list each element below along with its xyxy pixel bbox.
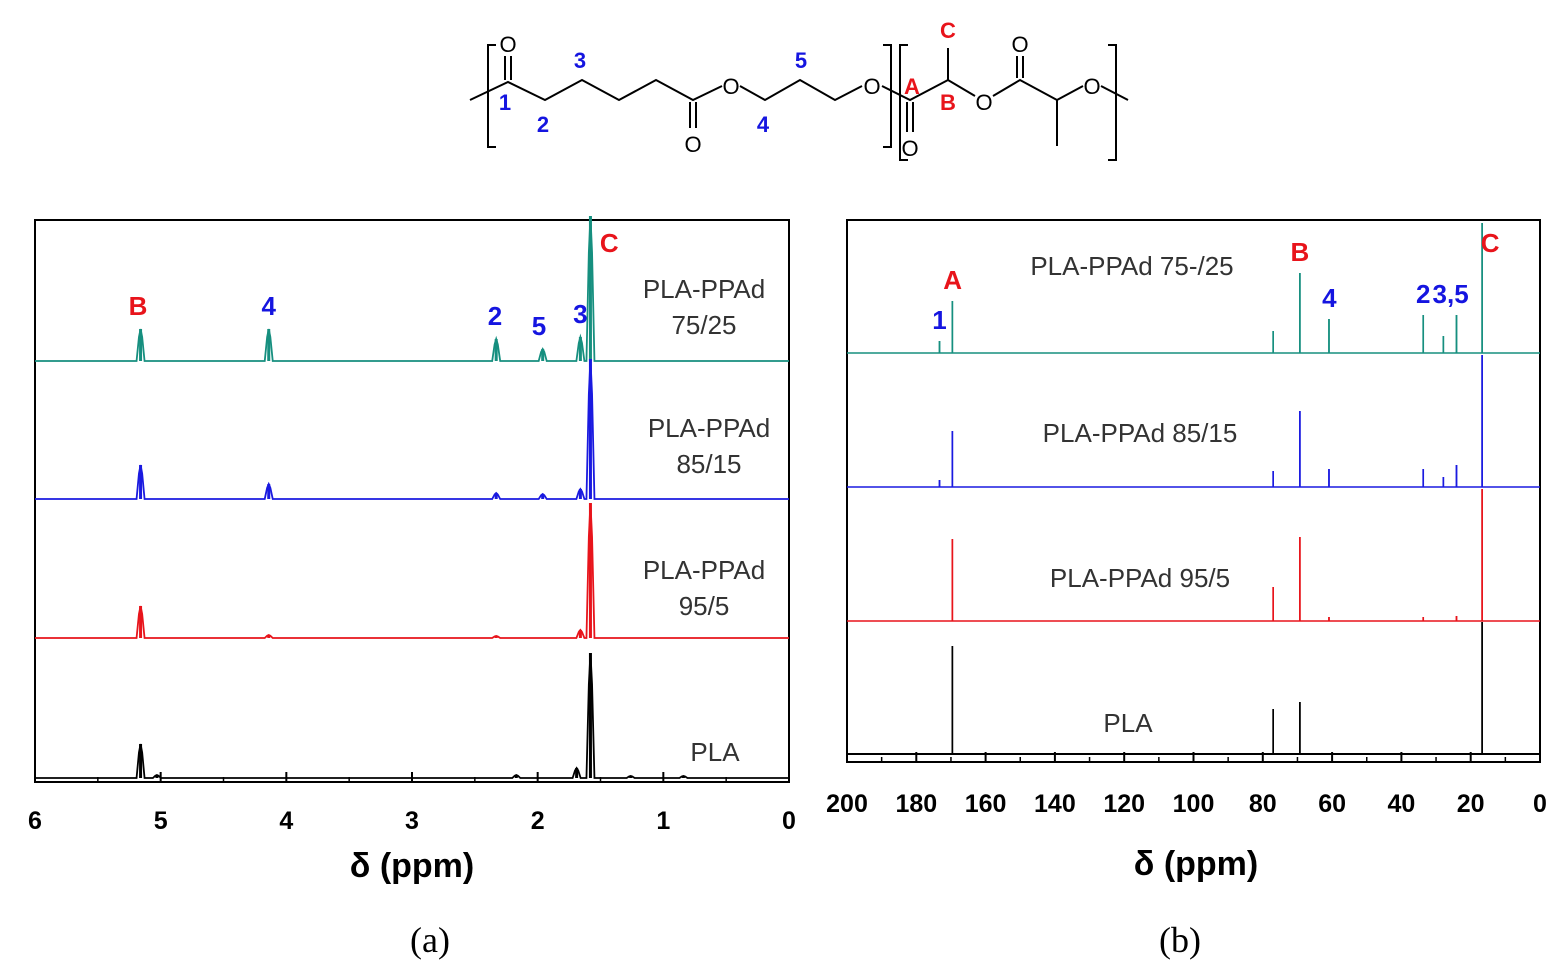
peak-label-2: 2 (488, 301, 502, 331)
atom-oxygen: O (684, 132, 701, 157)
series-label: PLA (690, 737, 740, 767)
x-tick-label: 80 (1249, 790, 1277, 818)
panel-a-x-axis-label: δ (ppm) (350, 847, 474, 885)
series-pla-ppad-75-25: PLA-PPAd 75/25 B 4 2 5 3 C (35, 215, 789, 362)
peak-label-2: 2 (1416, 279, 1430, 309)
series-label: PLA (1103, 708, 1153, 738)
carbon-label-4: 4 (757, 112, 770, 137)
atom-oxygen: O (901, 136, 918, 161)
peak-label-3: 3 (573, 299, 587, 329)
panel-a-label: (a) (410, 920, 450, 960)
series-label: PLA-PPAd (648, 413, 770, 443)
series-pla-ppad-85-15: PLA-PPAd 85/15 (847, 355, 1540, 488)
carbon-label-5: 5 (795, 48, 807, 73)
atom-oxygen: O (722, 74, 739, 99)
x-tick-label: 20 (1457, 790, 1485, 818)
carbon-label-1: 1 (499, 90, 511, 115)
carbon-label-C: C (940, 18, 956, 43)
series-pla-ppad-85-15: PLA-PPAd 85/15 (35, 358, 789, 500)
x-tick-label: 0 (1533, 790, 1547, 818)
peak-label-a: A (943, 265, 962, 295)
carbon-label-3: 3 (574, 48, 586, 73)
series-label: PLA-PPAd (643, 274, 765, 304)
atom-oxygen: O (499, 32, 516, 57)
series-label: PLA-PPAd 75-/25 (1030, 251, 1233, 281)
peak-label-5: 5 (532, 311, 546, 341)
series-label: PLA-PPAd (643, 555, 765, 585)
atom-oxygen: O (863, 74, 880, 99)
x-tick-label: 6 (28, 807, 42, 835)
chemical-structure (469, 44, 1129, 161)
x-tick-label: 180 (895, 790, 937, 818)
panel-b-13c-nmr: PLA-PPAd 75-/25 1 A B4 2 3,5 C PLA-PPAd 85/15 PL… (826, 219, 1547, 960)
x-tick-label: 0 (782, 807, 796, 835)
x-tick-label: 100 (1173, 790, 1215, 818)
panel-a-frame (34, 219, 790, 783)
x-tick-label: 160 (965, 790, 1007, 818)
panel-b-label: (b) (1159, 920, 1201, 960)
atom-oxygen: O (1083, 74, 1100, 99)
trace-pla (35, 652, 789, 779)
atom-oxygen: O (1011, 32, 1028, 57)
x-tick-label: 120 (1103, 790, 1145, 818)
peak-label-4: 4 (262, 291, 277, 321)
carbon-label-B: B (940, 90, 956, 115)
carbon-label-A: A (904, 74, 920, 99)
series-label: 85/15 (676, 449, 741, 479)
x-tick-label: 140 (1034, 790, 1076, 818)
peak-label-1: 1 (932, 305, 946, 335)
trace-pla-ppad-75-25 (35, 215, 789, 362)
trace-pla (847, 622, 1540, 755)
peak-label-b: B (1290, 237, 1309, 267)
series-pla-ppad-75-25: PLA-PPAd 75-/25 1 A B4 2 3,5 C (847, 223, 1540, 354)
peak-label-c: C (600, 228, 619, 258)
x-tick-label: 40 (1387, 790, 1415, 818)
x-tick-label: 1 (656, 807, 670, 835)
series-pla: PLA (847, 622, 1540, 755)
x-tick-label: 200 (826, 790, 868, 818)
trace-pla-ppad-95-5 (847, 489, 1540, 622)
x-tick-label: 3 (405, 807, 419, 835)
trace-pla-ppad-85-15 (35, 358, 789, 500)
series-label: 95/5 (679, 591, 730, 621)
peak-label-b: B (129, 291, 148, 321)
series-label: PLA-PPAd 95/5 (1050, 563, 1230, 593)
series-pla-ppad-95-5: PLA-PPAd 95/5 (35, 502, 789, 639)
peak-label-c: C (1481, 228, 1500, 258)
peak-label-3-5: 3,5 (1433, 279, 1469, 309)
x-tick-label: 60 (1318, 790, 1346, 818)
peak-label-4: 4 (1322, 283, 1337, 313)
x-tick-label: 5 (154, 807, 168, 835)
series-pla: PLA (35, 652, 789, 779)
carbon-label-2: 2 (537, 112, 549, 137)
x-tick-label: 2 (531, 807, 545, 835)
series-label: PLA-PPAd 85/15 (1043, 418, 1238, 448)
atom-oxygen: O (975, 90, 992, 115)
panel-b-x-axis-label: δ (ppm) (1134, 845, 1258, 883)
series-pla-ppad-95-5: PLA-PPAd 95/5 (847, 489, 1540, 622)
structure-atom-labels: O O O O O O O O 1 2 3 4 5 A B C (499, 18, 1101, 161)
series-label: 75/25 (671, 310, 736, 340)
x-tick-label: 4 (279, 807, 293, 835)
